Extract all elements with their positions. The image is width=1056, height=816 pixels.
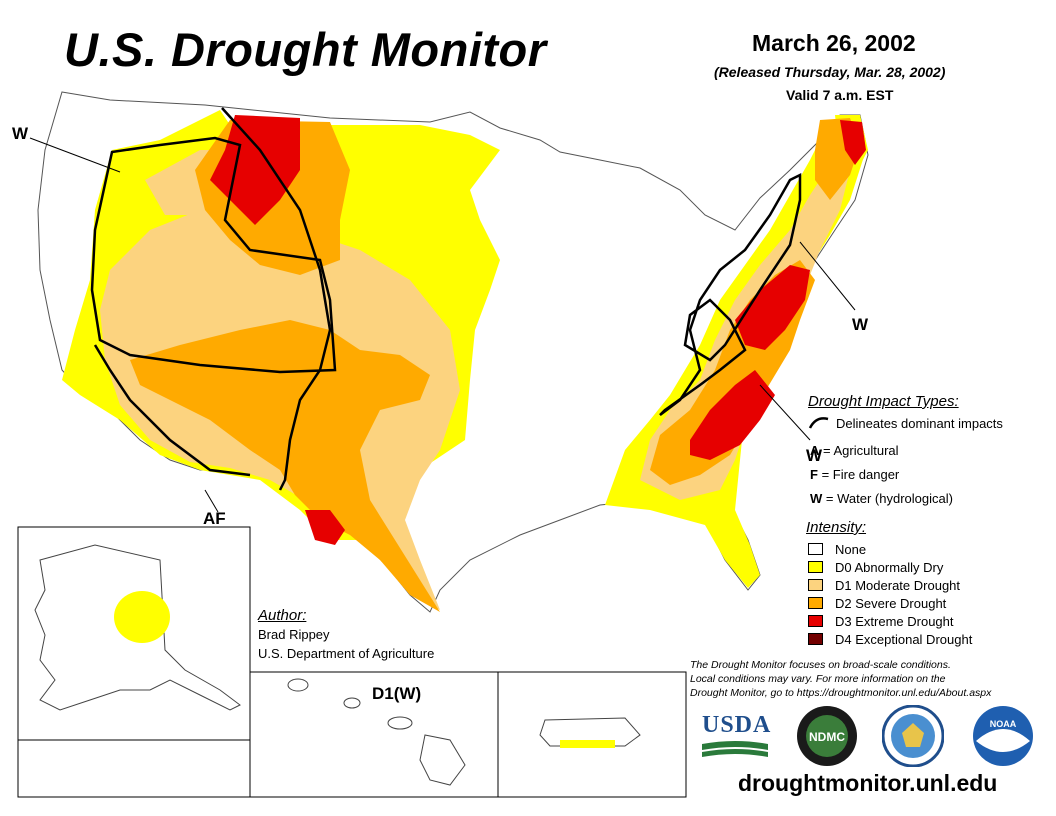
legend-label: D3 Extreme Drought xyxy=(835,613,954,629)
puerto-rico-d0-area xyxy=(560,740,615,748)
noaa-logo: NOAA xyxy=(973,706,1033,766)
author-heading: Author: xyxy=(258,607,307,624)
impact-line-east xyxy=(659,172,802,416)
usda-logo-text: USDA xyxy=(702,712,772,738)
legend-item-d4: D4 Exceptional Drought xyxy=(808,631,972,647)
legend-item-d3: D3 Extreme Drought xyxy=(808,613,954,629)
d3-mid-atlantic xyxy=(735,265,810,350)
leader-line-southeast xyxy=(759,384,811,441)
d2-southwest xyxy=(130,320,440,612)
impact-line-rockies xyxy=(221,107,332,491)
impact-line-icon xyxy=(808,417,829,429)
legend-label: D2 Severe Drought xyxy=(835,595,947,611)
leader-line-west xyxy=(29,137,121,173)
impact-line-southwest xyxy=(93,344,251,477)
valid-time: Valid 7 a.m. EST xyxy=(786,87,894,103)
d3-maine xyxy=(840,120,866,165)
release-date: (Released Thursday, Mar. 28, 2002) xyxy=(714,64,946,80)
author-organization: U.S. Department of Agriculture xyxy=(258,646,435,661)
impact-fire-key: F xyxy=(810,467,818,482)
label-w-west: W xyxy=(12,124,29,143)
legend-item-d0: D0 Abnormally Dry xyxy=(808,559,943,575)
puerto-rico-outline xyxy=(539,717,641,747)
impact-agricultural-key: A xyxy=(810,443,820,458)
label-hawaii: D1(W) xyxy=(372,684,422,703)
legend-item-d2: D2 Severe Drought xyxy=(808,595,946,611)
hawaii-island-kauai xyxy=(287,678,309,692)
label-af: AF xyxy=(203,509,226,528)
legend-label: None xyxy=(835,541,867,557)
impact-water: W = Water (hydrological) xyxy=(810,491,953,506)
legend-label: D0 Abnormally Dry xyxy=(835,559,944,575)
author-name: Brad Rippey xyxy=(258,627,330,642)
label-w-northeast: W xyxy=(852,315,869,334)
usda-logo-wave xyxy=(702,741,768,757)
legend-item-none: None xyxy=(808,541,866,557)
hawaii-island-maui xyxy=(387,716,413,730)
usda-logo: USDA xyxy=(702,712,772,760)
d3-west-texas xyxy=(305,510,345,545)
disclaimer-note: The Drought Monitor focuses on broad-sca… xyxy=(690,658,1040,700)
leader-line-af xyxy=(204,489,219,513)
legend-swatch xyxy=(808,597,823,609)
website-url[interactable]: droughtmonitor.unl.edu xyxy=(738,770,998,796)
leader-line-northeast xyxy=(799,241,856,311)
legend-swatch xyxy=(808,633,823,645)
legend-swatch xyxy=(808,543,823,555)
impact-water-label: = Water (hydrological) xyxy=(825,491,953,506)
legend-label: D4 Exceptional Drought xyxy=(835,631,973,647)
ndmc-logo: NDMC xyxy=(797,706,857,766)
impact-fire: F = Fire danger xyxy=(810,467,899,482)
map-title: U.S. Drought Monitor xyxy=(64,23,547,76)
legend-swatch xyxy=(808,579,823,591)
impact-fire-label: = Fire danger xyxy=(821,467,900,482)
map-date: March 26, 2002 xyxy=(752,30,916,56)
impact-line-description: Delineates dominant impacts xyxy=(836,416,1003,431)
impact-line-northwest xyxy=(90,136,337,374)
note-line-1: The Drought Monitor focuses on broad-sca… xyxy=(690,659,951,671)
ndmc-logo-text: NDMC xyxy=(809,730,845,744)
label-w-southeast: W xyxy=(806,446,823,465)
note-line-3: Drought Monitor, go to https://droughtmo… xyxy=(690,687,992,699)
legend-item-d1: D1 Moderate Drought xyxy=(808,577,960,593)
d3-carolinas xyxy=(690,370,775,460)
note-line-2: Local conditions may vary. For more info… xyxy=(690,673,946,685)
impact-agricultural-label: = Agricultural xyxy=(823,443,899,458)
legend-swatch xyxy=(808,561,823,573)
commerce-seal xyxy=(882,705,944,767)
impact-agricultural: A = Agricultural xyxy=(810,443,899,458)
legend-label: D1 Moderate Drought xyxy=(835,577,961,593)
hawaii-island-oahu xyxy=(343,697,361,709)
hawaii-island-big xyxy=(419,734,466,786)
impact-legend-heading: Drought Impact Types: xyxy=(808,393,959,410)
noaa-logo-text: NOAA xyxy=(990,719,1017,729)
intensity-legend-heading: Intensity: xyxy=(806,519,867,536)
impact-water-key: W xyxy=(810,491,823,506)
legend-swatch xyxy=(808,615,823,627)
alaska-d0-area xyxy=(114,591,170,643)
